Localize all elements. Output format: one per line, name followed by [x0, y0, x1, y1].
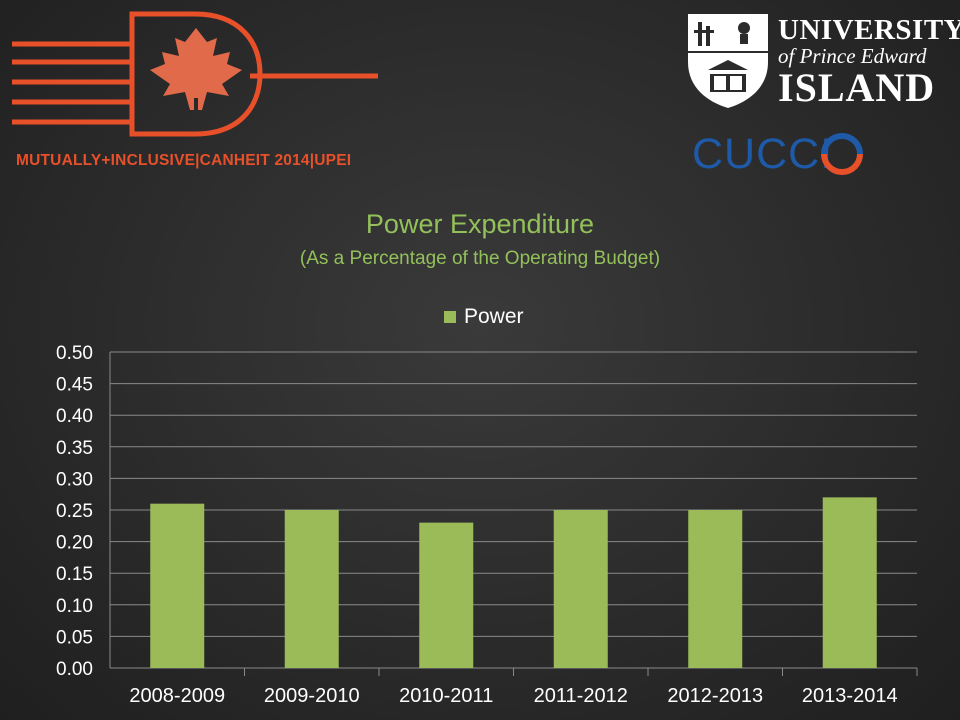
- x-tick-label: 2012-2013: [667, 685, 763, 707]
- bar: [284, 510, 339, 668]
- bar: [150, 503, 205, 668]
- y-tick-label: 0.35: [56, 438, 93, 459]
- y-tick-label: 0.40: [56, 406, 93, 427]
- x-tick-label: 2009-2010: [264, 685, 360, 707]
- upei-line1: UNIVERSITY: [778, 14, 960, 46]
- y-tick-label: 0.00: [56, 659, 93, 680]
- bar: [822, 497, 877, 668]
- y-tick-label: 0.20: [56, 533, 93, 554]
- y-tick-label: 0.30: [56, 469, 93, 490]
- upei-logo: UNIVERSITY of Prince Edward ISLAND: [686, 12, 960, 112]
- y-tick-label: 0.15: [56, 564, 93, 585]
- canheit-logo: MUTUALLY+INCLUSIVE|CANHEIT 2014|UPEI: [10, 6, 390, 176]
- y-tick-label: 0.10: [56, 596, 93, 617]
- x-tick-label: 2013-2014: [802, 685, 898, 707]
- canheit-d-logo-graphic: [12, 11, 378, 137]
- y-tick-label: 0.45: [56, 375, 93, 396]
- x-tick-label: 2010-2011: [399, 685, 493, 707]
- legend-label: Power: [464, 305, 524, 328]
- chart-legend: Power: [444, 305, 524, 329]
- x-tick-label: 2011-2012: [534, 685, 628, 707]
- bar: [419, 522, 474, 668]
- y-tick-label: 0.50: [56, 343, 93, 364]
- bar: [553, 510, 608, 668]
- cuccio-text: CUCCI: [692, 130, 834, 178]
- y-tick-label: 0.25: [56, 501, 93, 522]
- upei-line3: ISLAND: [778, 65, 936, 110]
- canheit-tagline: MUTUALLY+INCLUSIVE|CANHEIT 2014|UPEI: [16, 152, 352, 169]
- maple-leaf-icon: [150, 28, 242, 110]
- upei-line2: of Prince Edward: [778, 44, 927, 68]
- cuccio-swirl-icon: [821, 133, 863, 175]
- y-tick-label: 0.05: [56, 627, 93, 648]
- chart-subtitle: (As a Percentage of the Operating Budget…: [299, 248, 661, 269]
- x-tick-label: 2008-2009: [129, 685, 225, 707]
- upei-shield-icon: [688, 14, 768, 108]
- bar: [688, 510, 743, 668]
- cuccio-logo: CUCCI: [692, 128, 872, 178]
- chart-title: Power Expenditure: [365, 209, 595, 239]
- legend-swatch: [444, 311, 456, 323]
